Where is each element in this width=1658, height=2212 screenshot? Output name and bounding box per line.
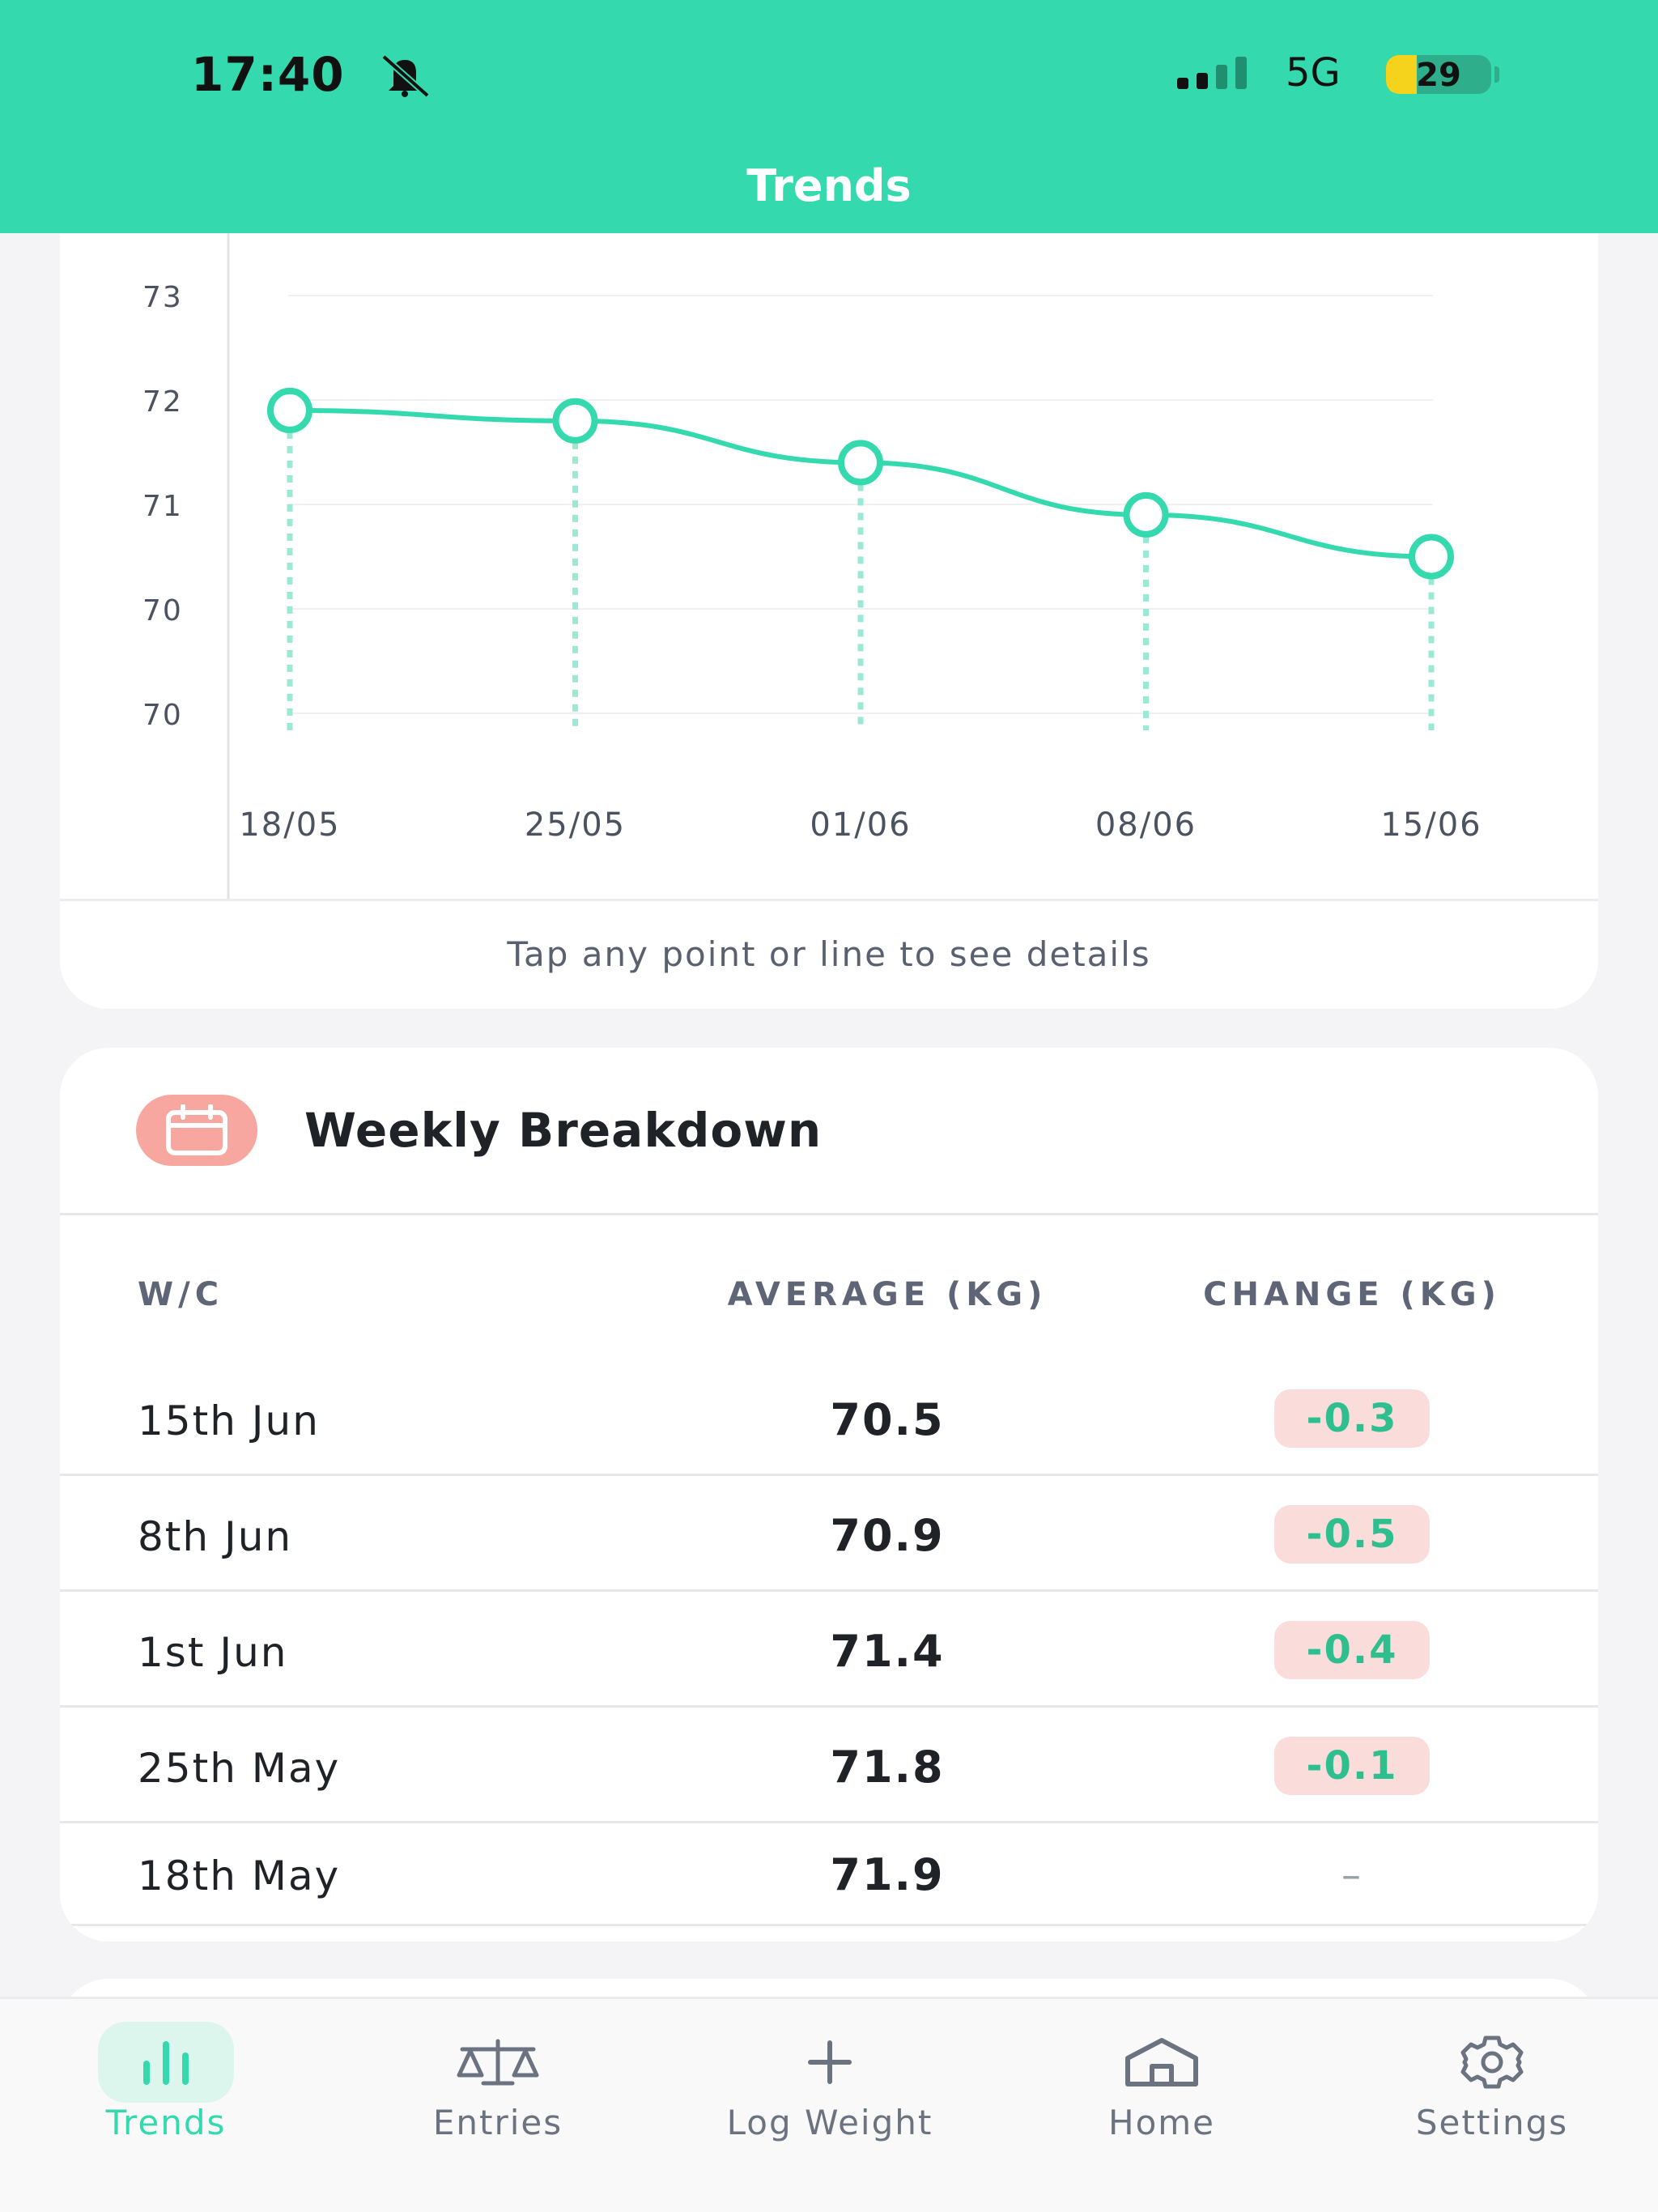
x-tick-label: 01/06 — [810, 806, 911, 844]
app-header: 17:40 5G 29 Trends — [0, 0, 1658, 233]
tab-label: Trends — [105, 2103, 227, 2142]
row-divider — [60, 1821, 1598, 1823]
tab-log-weight[interactable]: Log Weight — [664, 1999, 996, 2161]
page-title: Trends — [746, 160, 912, 211]
data-point[interactable] — [1123, 491, 1169, 538]
row-divider — [60, 1705, 1598, 1708]
gear-icon — [1460, 2035, 1524, 2089]
data-point[interactable] — [838, 440, 883, 486]
card-divider — [60, 1213, 1598, 1215]
battery-fill — [1386, 55, 1417, 94]
row-divider — [60, 1474, 1598, 1476]
y-tick-label: 73 — [142, 281, 183, 314]
y-tick-label: 70 — [142, 699, 183, 732]
tab-label: Settings — [1415, 2103, 1569, 2142]
calendar-icon — [166, 1104, 227, 1155]
scale-icon — [457, 2039, 539, 2086]
change-badge: -0.1 — [1273, 1737, 1431, 1795]
row-average: 70.5 — [830, 1394, 945, 1445]
network-label: 5G — [1286, 50, 1341, 96]
signal-icon — [1177, 57, 1247, 89]
weight-trend-chart[interactable]: 73 72 71 70 70 18/05 25/05 01/06 08/06 15/06 — [60, 186, 1598, 899]
x-tick-label: 15/06 — [1380, 806, 1482, 844]
row-average: 71.8 — [830, 1742, 945, 1793]
row-divider — [60, 1924, 1598, 1926]
weekly-breakdown-card: Weekly Breakdown W/C AVERAGE (KG) CHANGE… — [60, 1048, 1598, 1942]
data-point[interactable] — [267, 387, 312, 433]
home-icon — [1125, 2038, 1198, 2087]
bottom-tab-bar: Trends Entries Log Weight — [0, 1997, 1658, 2212]
status-time: 17:40 — [191, 47, 345, 102]
chart-divider — [60, 899, 1598, 901]
change-badge: -0.5 — [1273, 1505, 1431, 1563]
y-tick-label: 70 — [142, 594, 183, 627]
row-week-date: 1st Jun — [138, 1629, 288, 1676]
tab-label: Entries — [432, 2103, 563, 2142]
x-tick-label: 25/05 — [525, 806, 626, 844]
table-row[interactable]: 15th Jun 70.5 -0.3 — [60, 1360, 1598, 1476]
tab-label: Home — [1107, 2103, 1216, 2142]
change-empty: – — [1341, 1853, 1363, 1898]
change-badge: -0.4 — [1273, 1621, 1431, 1679]
row-week-date: 8th Jun — [138, 1513, 293, 1560]
plus-icon — [808, 2040, 852, 2084]
data-point[interactable] — [552, 398, 598, 444]
table-row[interactable]: 25th May 71.8 -0.1 — [60, 1708, 1598, 1823]
chart-hint: Tap any point or line to see details — [507, 934, 1151, 974]
tab-home[interactable]: Home — [996, 1999, 1328, 2161]
y-tick-label: 71 — [142, 490, 183, 523]
change-badge: -0.3 — [1273, 1389, 1431, 1448]
column-header-change: CHANGE (KG) — [1203, 1276, 1501, 1313]
row-week-date: 15th Jun — [138, 1397, 320, 1444]
data-point[interactable] — [1409, 534, 1454, 580]
row-average: 70.9 — [830, 1510, 945, 1561]
x-tick-label: 18/05 — [239, 806, 340, 844]
x-tick-label: 08/06 — [1095, 806, 1197, 844]
column-header-week: W/C — [138, 1276, 224, 1313]
weekly-breakdown-title: Weekly Breakdown — [304, 1103, 823, 1158]
y-tick-label: 72 — [142, 385, 183, 419]
battery-icon: 29 — [1386, 55, 1491, 94]
battery-cap — [1494, 66, 1499, 83]
tab-entries[interactable]: Entries — [332, 1999, 664, 2161]
tab-trends[interactable]: Trends — [0, 1999, 332, 2161]
bar-chart-icon — [143, 2041, 189, 2085]
tab-label: Log Weight — [726, 2103, 933, 2142]
row-average: 71.4 — [830, 1626, 945, 1677]
column-header-average: AVERAGE (KG) — [727, 1276, 1048, 1313]
calendar-badge — [136, 1095, 257, 1166]
row-week-date: 25th May — [138, 1745, 341, 1792]
tab-settings[interactable]: Settings — [1326, 1999, 1658, 2161]
row-average: 71.9 — [830, 1849, 945, 1900]
tab-icon-highlight — [98, 2022, 234, 2103]
bell-muted-icon — [381, 54, 430, 97]
trend-chart-card: 73 72 71 70 70 18/05 25/05 01/06 08/06 15/06 Tap … — [60, 186, 1598, 1009]
battery-level: 29 — [1416, 57, 1461, 94]
table-row[interactable]: 8th Jun 70.9 -0.5 — [60, 1476, 1598, 1592]
row-divider — [60, 1589, 1598, 1592]
table-row[interactable]: 1st Jun 71.4 -0.4 — [60, 1592, 1598, 1708]
table-row[interactable]: 18th May 71.9 – — [60, 1823, 1598, 1939]
row-week-date: 18th May — [138, 1853, 341, 1899]
